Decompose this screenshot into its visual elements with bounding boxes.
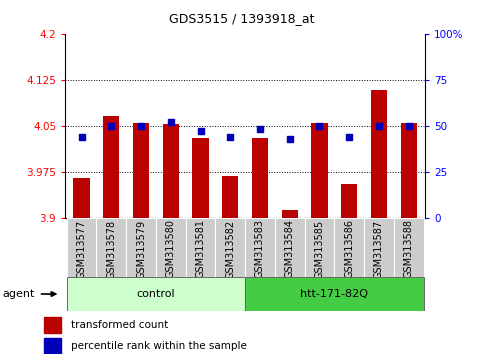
Point xyxy=(167,119,175,125)
FancyBboxPatch shape xyxy=(364,218,394,277)
Text: agent: agent xyxy=(2,289,35,299)
Text: GSM313584: GSM313584 xyxy=(285,219,295,279)
Text: transformed count: transformed count xyxy=(71,320,169,331)
Bar xyxy=(44,338,61,354)
FancyBboxPatch shape xyxy=(215,218,245,277)
Point xyxy=(345,134,353,139)
Point xyxy=(137,123,145,129)
Bar xyxy=(341,184,357,218)
Text: htt-171-82Q: htt-171-82Q xyxy=(300,289,369,299)
Point xyxy=(256,126,264,132)
Bar xyxy=(282,210,298,218)
Point xyxy=(315,123,323,129)
Point xyxy=(78,134,85,139)
Text: control: control xyxy=(137,289,175,299)
Bar xyxy=(252,138,268,218)
FancyBboxPatch shape xyxy=(245,277,424,311)
Bar xyxy=(73,178,90,218)
Text: GSM313583: GSM313583 xyxy=(255,219,265,279)
Text: GSM313581: GSM313581 xyxy=(196,219,205,279)
FancyBboxPatch shape xyxy=(185,218,215,277)
Bar xyxy=(400,122,417,218)
Text: GSM313580: GSM313580 xyxy=(166,219,176,279)
Point xyxy=(405,123,412,129)
Text: GSM313577: GSM313577 xyxy=(77,219,86,279)
Bar xyxy=(311,122,327,218)
Point xyxy=(286,136,294,141)
FancyBboxPatch shape xyxy=(97,218,126,277)
FancyBboxPatch shape xyxy=(67,218,97,277)
Point xyxy=(227,134,234,139)
Text: GSM313579: GSM313579 xyxy=(136,219,146,279)
Bar xyxy=(163,125,179,218)
Text: GSM313582: GSM313582 xyxy=(225,219,235,279)
FancyBboxPatch shape xyxy=(275,218,305,277)
FancyBboxPatch shape xyxy=(394,218,424,277)
FancyBboxPatch shape xyxy=(245,218,275,277)
Text: GSM313587: GSM313587 xyxy=(374,219,384,279)
FancyBboxPatch shape xyxy=(305,218,334,277)
Text: GSM313586: GSM313586 xyxy=(344,219,354,279)
FancyBboxPatch shape xyxy=(126,218,156,277)
Bar xyxy=(133,122,149,218)
FancyBboxPatch shape xyxy=(67,277,245,311)
Bar xyxy=(222,176,239,218)
Text: GSM313588: GSM313588 xyxy=(404,219,413,279)
Text: GSM313585: GSM313585 xyxy=(314,219,325,279)
Point xyxy=(197,129,204,134)
Bar xyxy=(371,90,387,218)
Text: GDS3515 / 1393918_at: GDS3515 / 1393918_at xyxy=(169,12,314,25)
Text: percentile rank within the sample: percentile rank within the sample xyxy=(71,341,247,351)
Bar xyxy=(103,116,119,218)
Text: GSM313578: GSM313578 xyxy=(106,219,116,279)
Point xyxy=(107,123,115,129)
Bar xyxy=(192,138,209,218)
Point xyxy=(375,123,383,129)
FancyBboxPatch shape xyxy=(156,218,185,277)
FancyBboxPatch shape xyxy=(334,218,364,277)
Bar xyxy=(44,317,61,333)
